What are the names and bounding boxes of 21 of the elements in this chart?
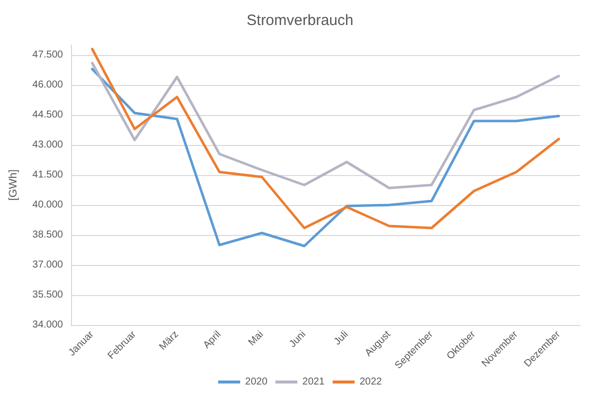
y-tick-label: 46.000 bbox=[32, 80, 64, 90]
line-series bbox=[90, 68, 560, 248]
y-tick-label: 34.000 bbox=[32, 320, 64, 330]
y-tick-label: 43.000 bbox=[32, 140, 64, 150]
y-axis-title: [GWh] bbox=[8, 169, 20, 201]
legend-label: 2020 bbox=[245, 376, 268, 388]
x-tick-label: Mai bbox=[246, 329, 266, 348]
x-tick-label: Juli bbox=[332, 329, 351, 348]
y-tick-label: 40.000 bbox=[32, 200, 64, 210]
y-tick-label: 47.500 bbox=[32, 50, 64, 60]
legend-label: 2022 bbox=[360, 376, 382, 388]
y-tick-label: 41.500 bbox=[32, 170, 64, 180]
chart-title: Stromverbrauch bbox=[246, 12, 354, 29]
y-tick-label: 37.000 bbox=[32, 260, 64, 270]
x-tick-label: Juni bbox=[287, 329, 308, 350]
legend-label: 2021 bbox=[302, 376, 326, 388]
line-series bbox=[90, 48, 560, 230]
y-tick-label: 44.500 bbox=[32, 110, 64, 120]
y-tick-label: 35.500 bbox=[32, 290, 64, 300]
line-series bbox=[90, 62, 560, 190]
y-tick-label: 38.500 bbox=[32, 230, 64, 240]
